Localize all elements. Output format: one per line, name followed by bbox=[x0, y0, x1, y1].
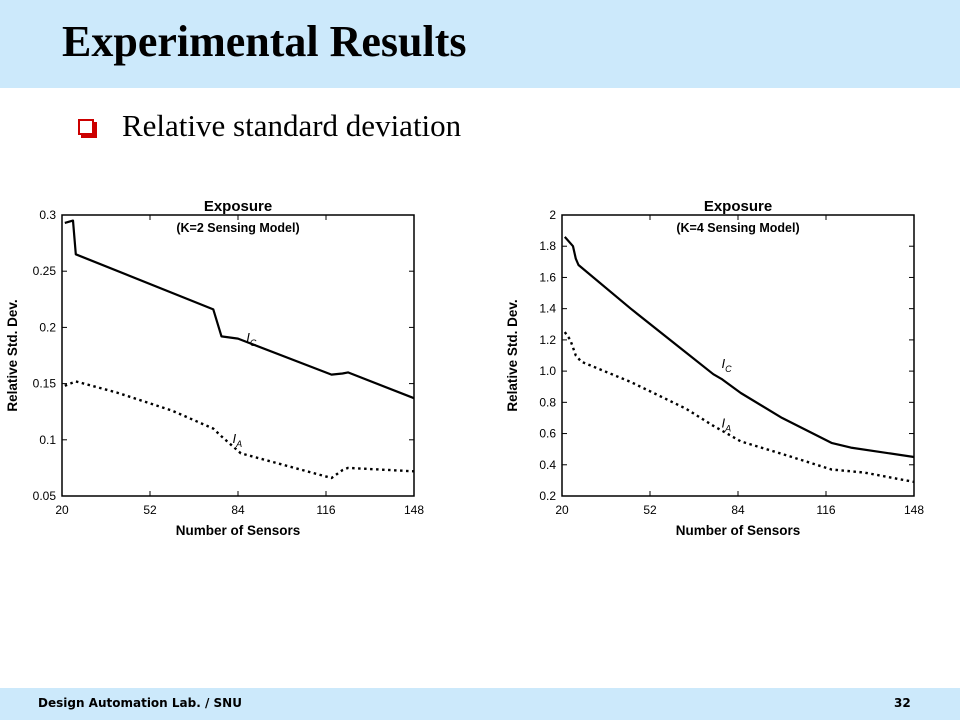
plot-frame bbox=[561, 214, 915, 497]
y-tick-label: 0.05 bbox=[33, 489, 57, 503]
page-number: 32 bbox=[894, 696, 911, 710]
footer-lab-name: Design Automation Lab. / SNU bbox=[38, 696, 242, 710]
y-tick-label: 0.1 bbox=[39, 433, 56, 447]
x-axis-label: Number of Sensors bbox=[676, 523, 801, 538]
chart-subtitle: (K=2 Sensing Model) bbox=[176, 221, 299, 235]
y-tick-label: 1.8 bbox=[539, 239, 556, 253]
y-tick-label: 1.0 bbox=[539, 364, 556, 378]
y-tick-label: 0.2 bbox=[39, 320, 56, 334]
y-tick-label: 1.6 bbox=[539, 270, 556, 284]
y-tick-label: 0.6 bbox=[539, 427, 556, 441]
y-tick-label: 2 bbox=[549, 208, 556, 222]
y-tick-label: 0.4 bbox=[539, 458, 556, 472]
x-tick-label: 84 bbox=[731, 503, 745, 517]
plot-frame bbox=[61, 214, 415, 497]
y-tick-label: 1.2 bbox=[539, 333, 556, 347]
chart-k2-exposure: Exposure (K=2 Sensing Model) 20 52 84 116 148 0… bbox=[5, 198, 424, 538]
y-tick-label: 0.15 bbox=[33, 377, 57, 391]
chart-subtitle: (K=4 Sensing Model) bbox=[676, 221, 799, 235]
x-tick-label: 116 bbox=[316, 503, 335, 517]
x-tick-label: 84 bbox=[231, 503, 245, 517]
title-bar bbox=[0, 0, 960, 88]
series-line-i-c bbox=[64, 219, 415, 400]
x-tick-label: 148 bbox=[904, 503, 924, 517]
y-tick-label: 0.25 bbox=[33, 264, 57, 278]
x-tick-label: 52 bbox=[643, 503, 657, 517]
y-tick-label: 0.2 bbox=[539, 489, 556, 503]
y-tick-label: 0.3 bbox=[39, 208, 56, 222]
series-label-i-a: IA bbox=[233, 431, 243, 449]
square-bullet-icon bbox=[78, 119, 94, 135]
y-axis-label: Relative Std. Dev. bbox=[505, 299, 520, 411]
series-line-i-c bbox=[563, 236, 915, 459]
y-tick-label: 1.4 bbox=[539, 302, 556, 316]
chart-title: Exposure bbox=[704, 198, 772, 215]
series-label-i-c: IC bbox=[246, 330, 257, 348]
series-line-i-a bbox=[64, 380, 415, 480]
slide-title: Experimental Results bbox=[62, 17, 467, 66]
x-axis-label: Number of Sensors bbox=[176, 523, 301, 538]
y-tick-label: 0.8 bbox=[539, 395, 556, 409]
bullet-point: Relative standard deviation bbox=[78, 108, 461, 144]
x-tick-label: 116 bbox=[816, 503, 835, 517]
x-tick-label: 20 bbox=[555, 503, 569, 517]
series-label-i-c: IC bbox=[722, 356, 733, 374]
series-line-i-a bbox=[563, 331, 915, 484]
x-tick-label: 148 bbox=[404, 503, 424, 517]
x-tick-label: 52 bbox=[143, 503, 157, 517]
bullet-text: Relative standard deviation bbox=[122, 108, 462, 143]
x-tick-label: 20 bbox=[55, 503, 69, 517]
footer-bar: Design Automation Lab. / SNU 32 bbox=[0, 688, 960, 720]
series-label-i-a: IA bbox=[722, 415, 732, 433]
chart-title: Exposure bbox=[204, 198, 272, 215]
y-axis-label: Relative Std. Dev. bbox=[5, 299, 20, 411]
chart-k4-exposure: Exposure (K=4 Sensing Model) 20 52 84 116 148 0… bbox=[505, 198, 924, 538]
